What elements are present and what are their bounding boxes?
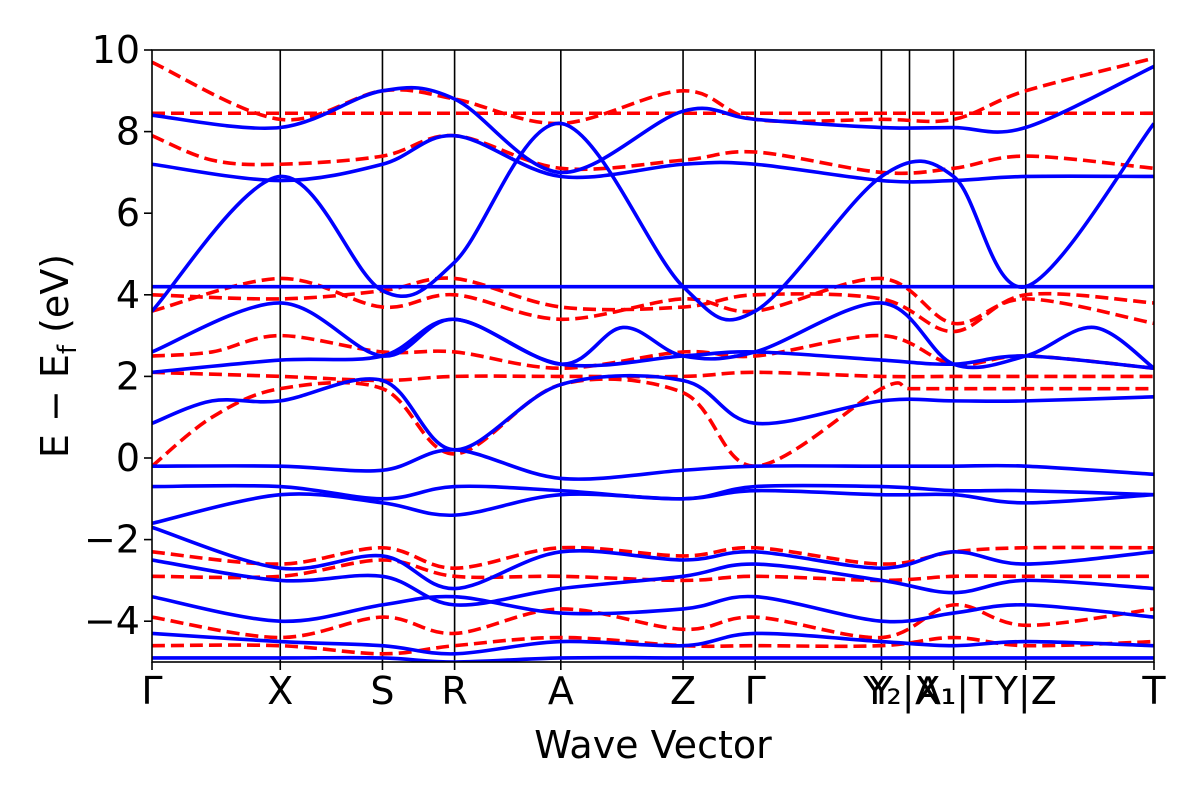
dashed-band-line <box>152 370 1154 383</box>
x-tick-label: Γ <box>745 669 766 713</box>
y-axis-title-main: E − E <box>33 354 77 458</box>
y-tick-label: 2 <box>116 354 140 398</box>
y-axis-title-sub: f <box>53 344 83 354</box>
solid-band-line <box>152 525 1154 591</box>
y-axis: −4 −2 0 2 4 6 8 10 <box>84 28 152 643</box>
dashed-band-line <box>152 56 1154 126</box>
y-tick-label: 0 <box>116 436 140 480</box>
x-tick-label: X <box>267 669 293 713</box>
band-lines <box>152 56 1154 662</box>
solid-band-line <box>152 655 1154 662</box>
solid-band-line <box>152 133 1154 184</box>
y-tick-label: 6 <box>116 191 140 235</box>
solid-band-line <box>152 317 1154 375</box>
x-axis-title: Wave Vector <box>534 723 772 767</box>
solid-band-line <box>152 631 1154 656</box>
y-axis-title-unit: (eV) <box>33 254 77 345</box>
dashed-band-line <box>152 377 1154 468</box>
dashed-band-line <box>152 276 1154 334</box>
solid-band-line <box>152 301 1154 370</box>
solid-band-line <box>152 121 1154 322</box>
solid-band-line <box>152 373 1154 452</box>
y-tick-label: 10 <box>92 28 140 72</box>
y-tick-label: 4 <box>116 273 140 317</box>
y-tick-label: −4 <box>84 599 140 643</box>
y-axis-title: E − Ef (eV) <box>33 254 83 458</box>
dashed-band-line <box>152 133 1154 176</box>
dashed-band-line <box>152 545 1154 570</box>
x-tick-label: R <box>441 669 467 713</box>
dashed-band-line <box>152 558 1154 583</box>
y-tick-label: 8 <box>116 110 140 154</box>
plot-background <box>152 50 1154 662</box>
x-tick-label: A₁|T <box>915 669 993 714</box>
y-tick-label: −2 <box>84 518 140 562</box>
solid-band-line <box>152 64 1154 175</box>
x-tick-label: Y₂|X₁ <box>862 669 956 714</box>
plot-frame <box>151 49 1155 663</box>
x-tick-label: T <box>1141 669 1166 713</box>
solid-band-line <box>152 448 1154 481</box>
solid-band-line <box>152 488 1154 526</box>
x-tick-label: S <box>370 669 394 713</box>
x-tick-label: Z <box>670 669 696 713</box>
x-tick-label: A <box>548 669 574 713</box>
x-tick-label: Y <box>869 669 894 713</box>
solid-band-line <box>152 594 1154 624</box>
x-tick-label: Y|Z <box>994 669 1057 714</box>
x-tick-label: Γ <box>141 669 162 713</box>
solid-band-line <box>152 558 1154 607</box>
